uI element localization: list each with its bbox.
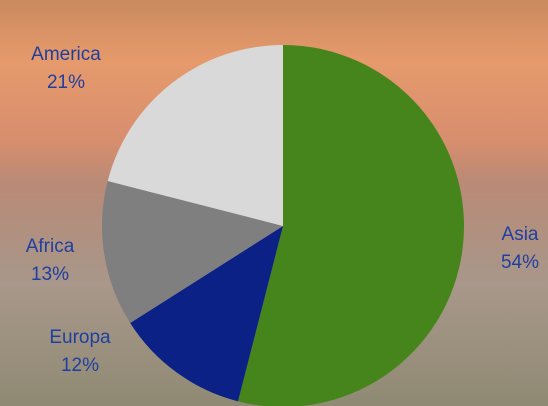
slice-value-label: 12% [61,355,99,376]
slice-label: Europa [49,327,111,348]
slice-value-label: 13% [31,264,69,285]
slice-value-label: 54% [501,252,539,273]
pie-slice [237,45,464,406]
slice-label: America [31,44,101,65]
slice-value-label: 21% [47,72,85,93]
pie-slice [107,45,283,226]
slice-label: Africa [26,236,75,257]
pie-slice [102,180,283,323]
pie-slice [130,226,283,402]
slice-label: Asia [502,224,539,245]
